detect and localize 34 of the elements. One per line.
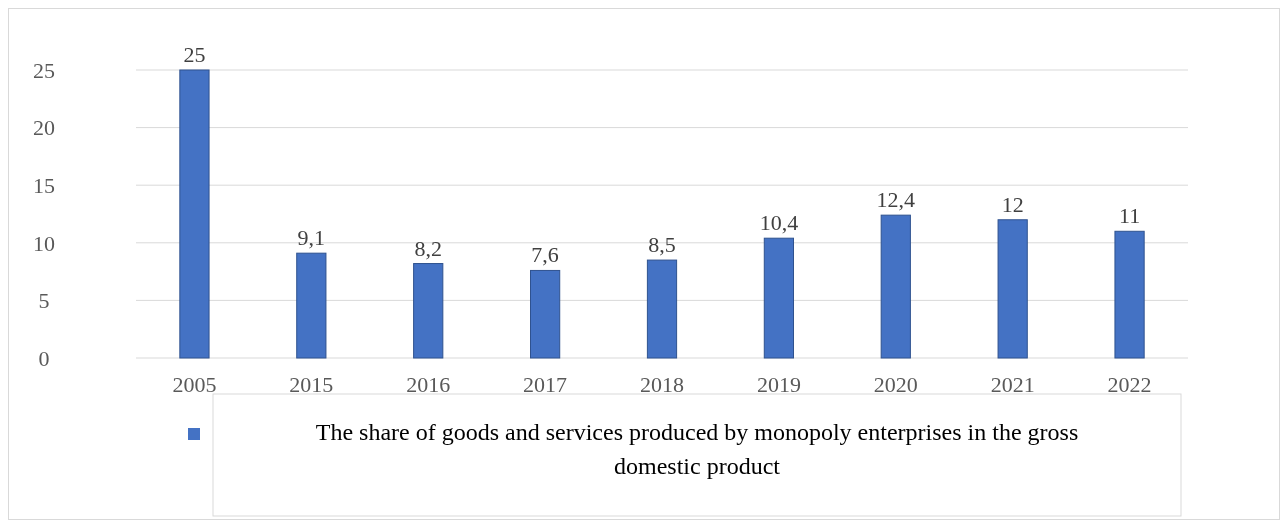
bar [880,214,911,359]
y-tick-label: 15 [33,172,55,198]
x-tick-label: 2015 [289,372,334,397]
y-tick-label: 10 [33,230,55,256]
text: 8,2 [414,235,442,261]
text: 10,4 [759,210,799,236]
x-tick-label: 2005 [172,372,217,397]
y-tick-label: 25 [33,57,55,83]
x-tick-label: 2016 [406,372,451,397]
text: The share of goods and services produced by monopoly enterprises in the gross domestic product [315,419,1079,479]
bar [413,263,444,359]
bar [530,269,561,359]
x-tick-label: 2018 [640,372,684,397]
text: 7,6 [531,242,559,268]
text: 12,4 [876,187,916,213]
bar [179,69,210,359]
x-tick-label: 2020 [873,372,918,397]
bar [296,252,327,359]
x-tick-label: 2021 [990,372,1035,397]
text: 11 [1118,203,1141,229]
x-tick-label: 2017 [523,372,568,397]
y-tick-label: 20 [33,115,55,141]
text: 8,5 [648,232,676,258]
x-tick-label: 2022 [1107,372,1152,397]
bar [646,259,678,359]
text: 25 [183,42,206,67]
bar [763,237,794,359]
bar [1114,230,1145,359]
y-tick-label: 0 [38,345,50,371]
bar [997,219,1028,359]
y-tick-label: 5 [38,288,50,314]
text: 9,1 [297,225,326,251]
text: 12 [1001,191,1024,217]
x-tick-label: 2019 [756,372,801,397]
